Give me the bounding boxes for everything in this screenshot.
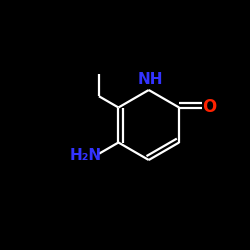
Text: H₂N: H₂N (69, 148, 101, 163)
Text: O: O (202, 98, 217, 116)
Text: NH: NH (138, 72, 164, 87)
